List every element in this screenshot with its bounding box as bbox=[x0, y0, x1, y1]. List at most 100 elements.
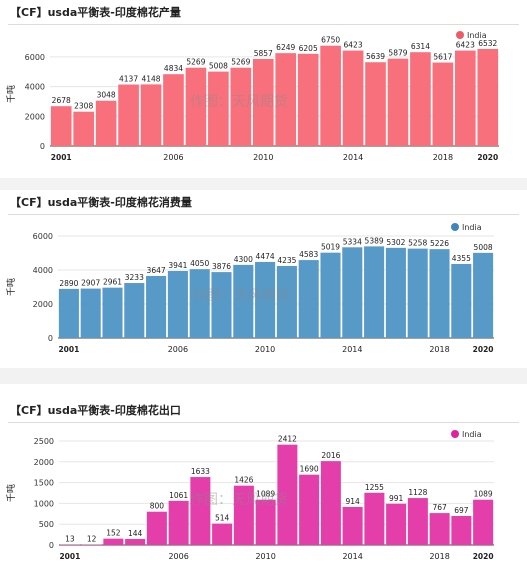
data-label-2019: 4355 bbox=[452, 254, 471, 263]
data-label-2008: 3876 bbox=[212, 262, 231, 271]
bar-2010 bbox=[255, 499, 276, 545]
data-label-2002: 2907 bbox=[81, 279, 100, 288]
data-label-2003: 2961 bbox=[103, 278, 122, 287]
panel-gap-1 bbox=[0, 178, 527, 190]
bar-2015 bbox=[365, 62, 386, 147]
consumption-title-divider bbox=[8, 214, 519, 215]
y-tick-label: 0 bbox=[48, 334, 53, 343]
x-tick-label: 2014 bbox=[342, 345, 362, 354]
bar-2013 bbox=[320, 461, 341, 545]
bar-2005 bbox=[146, 276, 167, 338]
x-tick-label: 2001 bbox=[59, 552, 80, 561]
bar-2011 bbox=[275, 53, 297, 146]
data-label-2004: 4137 bbox=[119, 75, 138, 84]
data-label-2009: 5269 bbox=[231, 58, 250, 67]
bar-2016 bbox=[387, 58, 409, 146]
data-label-2017: 5258 bbox=[408, 239, 427, 248]
data-label-2013: 6750 bbox=[321, 36, 340, 45]
data-label-2003: 3048 bbox=[97, 91, 116, 100]
data-label-2011: 4235 bbox=[277, 256, 296, 265]
data-label-2013: 2016 bbox=[321, 451, 340, 460]
data-label-2016: 5302 bbox=[386, 238, 405, 247]
bar-2015 bbox=[364, 246, 385, 338]
data-label-2002: 12 bbox=[87, 535, 97, 544]
data-label-2011: 6249 bbox=[276, 43, 295, 52]
data-label-2019: 697 bbox=[454, 506, 469, 515]
bar-2009 bbox=[233, 485, 254, 545]
data-label-2020: 1089 bbox=[474, 490, 493, 499]
data-label-2010: 1089 bbox=[256, 490, 275, 499]
export-panel: 【CF】usda平衡表-印度棉花出口 0 500 1000 1500 2000 2500 千… bbox=[0, 384, 527, 579]
bar-2004 bbox=[125, 539, 146, 545]
x-tick-label: 2020 bbox=[473, 552, 494, 561]
legend-marker bbox=[451, 430, 459, 438]
x-tick-label: 2018 bbox=[429, 345, 449, 354]
data-label-2006: 4834 bbox=[164, 64, 183, 73]
bar-2003 bbox=[95, 100, 117, 146]
bar-2007 bbox=[189, 269, 210, 338]
data-label-2005: 4148 bbox=[141, 74, 160, 83]
bar-2020 bbox=[473, 499, 494, 545]
data-label-2003: 152 bbox=[106, 529, 121, 538]
data-label-2016: 5879 bbox=[388, 49, 407, 58]
data-label-2005: 800 bbox=[150, 502, 165, 511]
production-title-divider bbox=[8, 24, 519, 25]
bar-2016 bbox=[385, 247, 406, 338]
data-label-2018: 767 bbox=[432, 503, 447, 512]
x-tick-label: 2014 bbox=[343, 153, 363, 162]
data-label-2002: 2308 bbox=[74, 102, 93, 111]
y-tick-label: 4000 bbox=[33, 266, 53, 275]
legend-label: India bbox=[462, 223, 482, 232]
data-label-2015: 5639 bbox=[366, 52, 385, 61]
data-label-2019: 6423 bbox=[456, 41, 475, 50]
y-tick-label: 2000 bbox=[34, 458, 54, 467]
x-tick-label: 2018 bbox=[433, 153, 453, 162]
data-label-2010: 4474 bbox=[256, 252, 275, 261]
y-tick-label: 4000 bbox=[25, 83, 45, 92]
bar-2012 bbox=[297, 53, 319, 146]
bar-2013 bbox=[320, 252, 341, 338]
consumption-panel: 【CF】usda平衡表-印度棉花消费量 0 2000 4000 6000 千吨 2890 2… bbox=[0, 190, 527, 368]
bar-2015 bbox=[364, 492, 385, 545]
bar-2017 bbox=[410, 52, 431, 146]
data-label-2004: 3233 bbox=[125, 273, 144, 282]
bar-2006 bbox=[167, 271, 188, 338]
data-label-2017: 1128 bbox=[408, 488, 427, 497]
bar-2013 bbox=[320, 45, 341, 146]
data-label-2004: 144 bbox=[128, 529, 143, 538]
x-tick-label: 2006 bbox=[168, 552, 188, 561]
data-label-2010: 5857 bbox=[254, 49, 273, 58]
data-label-2011: 2412 bbox=[278, 435, 297, 444]
legend-marker bbox=[451, 223, 459, 231]
bar-2020 bbox=[477, 48, 499, 146]
data-label-2014: 914 bbox=[345, 497, 360, 506]
data-label-2013: 5019 bbox=[321, 243, 340, 252]
bar-2008 bbox=[212, 523, 233, 545]
bar-2010 bbox=[255, 261, 276, 338]
data-label-2006: 1061 bbox=[169, 491, 188, 500]
data-label-2001: 2890 bbox=[59, 279, 78, 288]
bar-2019 bbox=[454, 50, 476, 146]
data-label-2014: 5334 bbox=[343, 237, 362, 246]
y-axis-label: 千吨 bbox=[5, 278, 17, 296]
bar-2002 bbox=[80, 288, 101, 338]
y-tick-label: 6000 bbox=[25, 53, 45, 62]
data-label-2020: 6532 bbox=[478, 39, 497, 48]
bar-2003 bbox=[102, 287, 123, 338]
legend-label: India bbox=[462, 430, 482, 439]
legend-label: India bbox=[467, 31, 487, 40]
x-tick-label: 2020 bbox=[473, 345, 494, 354]
bar-2020 bbox=[473, 252, 494, 338]
bar-2019 bbox=[451, 516, 472, 545]
export-title: 【CF】usda平衡表-印度棉花出口 bbox=[10, 404, 181, 417]
y-axis-label: 千吨 bbox=[5, 484, 17, 502]
data-label-2001: 13 bbox=[65, 534, 75, 543]
production-panel: 【CF】usda平衡表-印度棉花产量 0 2000 4000 6000 千吨 2678 23… bbox=[0, 0, 527, 178]
x-tick-label: 2018 bbox=[429, 552, 449, 561]
y-tick-label: 2500 bbox=[34, 437, 54, 446]
data-label-2005: 3647 bbox=[147, 266, 166, 275]
data-label-2007: 5269 bbox=[186, 58, 205, 67]
data-label-2012: 6205 bbox=[299, 44, 318, 53]
